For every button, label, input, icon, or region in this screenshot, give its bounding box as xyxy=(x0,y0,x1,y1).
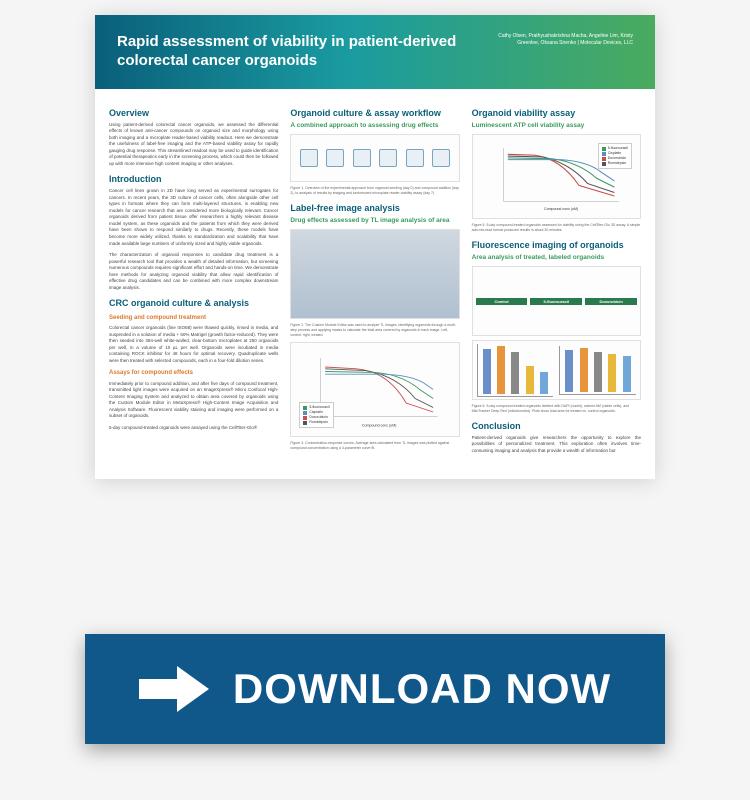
assays-subheading: Assays for compound effects xyxy=(109,369,278,377)
bar-group-left xyxy=(477,344,554,397)
workflow-subheading: A combined approach to assessing drug ef… xyxy=(290,122,459,131)
fig6-caption: Figure 6. 5-day compound-treated organoi… xyxy=(472,404,641,413)
workflow-icon xyxy=(379,149,397,167)
download-label: DOWNLOAD NOW xyxy=(233,665,611,713)
svg-text:Compound conc (uM): Compound conc (uM) xyxy=(544,208,578,212)
bar-group-right xyxy=(559,346,636,395)
bar xyxy=(594,352,602,392)
column-3: Organoid viability assay Luminescent ATP… xyxy=(472,101,641,460)
seeding-text: Colorectal cancer organoids (line ISO68)… xyxy=(109,325,278,364)
software-screenshot xyxy=(290,229,459,319)
conclusion-text: Patient-derived organoids give researche… xyxy=(472,435,641,455)
poster-header: Rapid assessment of viability in patient… xyxy=(95,15,655,89)
bar xyxy=(497,346,505,394)
workflow-icon xyxy=(326,149,344,167)
fig1-caption: Figure 1. Overview of the experimental a… xyxy=(290,186,459,195)
fig5-caption: Figure 5. 5-day compound-treated organoi… xyxy=(472,223,641,232)
viability-chart: Compound conc (uM) 5-fluorouracil Cispla… xyxy=(472,134,641,219)
curve-legend: 5-fluorouracil Cisplatin Doxorubicin Rom… xyxy=(299,402,333,428)
seeding-subheading: Seeding and compound treatment xyxy=(109,314,278,322)
bar xyxy=(580,348,588,392)
bar xyxy=(526,366,534,394)
bar xyxy=(540,372,548,394)
intro-text-1: Cancer cell lines grown in 2D have long … xyxy=(109,188,278,247)
viability-subheading: Luminescent ATP cell viability assay xyxy=(472,122,641,131)
viability-legend: 5-fluorouracil Cisplatin Doxorubicin Rom… xyxy=(598,143,632,169)
labelfree-subheading: Drug effects assessed by TL image analys… xyxy=(290,217,459,226)
overview-text: Using patient-derived colorectal cancer … xyxy=(109,122,278,168)
labelfree-heading: Label-free image analysis xyxy=(290,202,459,214)
bar-charts xyxy=(472,340,641,400)
fluorescence-images: Control 5-fluorouracil Doxorubicin xyxy=(472,266,641,336)
sw-row xyxy=(368,261,382,287)
sw-row xyxy=(372,289,378,315)
crc-heading: CRC organoid culture & analysis xyxy=(109,297,278,309)
download-button[interactable]: DOWNLOAD NOW xyxy=(85,634,665,744)
overview-heading: Overview xyxy=(109,107,278,119)
bar xyxy=(511,352,519,394)
fig3-caption: Figure 3. Concentration-response curves.… xyxy=(290,441,459,450)
bar xyxy=(483,349,491,394)
fluor-subheading: Area analysis of treated, labeled organo… xyxy=(472,254,641,263)
x-axis-label: Compound conc (uM) xyxy=(362,423,397,427)
viability-heading: Organoid viability assay xyxy=(472,107,641,119)
column-1: Overview Using patient-derived colorecta… xyxy=(109,101,278,460)
assays-text-2: 5-day compound-treated organoids were as… xyxy=(109,425,278,432)
organoid-image: Control xyxy=(476,298,528,305)
workflow-heading: Organoid culture & assay workflow xyxy=(290,107,459,119)
bar xyxy=(623,356,631,392)
conclusion-heading: Conclusion xyxy=(472,420,641,432)
poster-document: Rapid assessment of viability in patient… xyxy=(95,15,655,479)
workflow-icon xyxy=(300,149,318,167)
workflow-icon xyxy=(406,149,424,167)
arrow-right-icon xyxy=(139,664,209,714)
poster-title: Rapid assessment of viability in patient… xyxy=(117,33,477,71)
workflow-figure xyxy=(290,134,459,182)
organoid-image: Doxorubicin xyxy=(585,298,637,305)
fluor-heading: Fluorescence imaging of organoids xyxy=(472,239,641,251)
poster-authors: Cathy Olsen, Prathyushakrishna Macha, An… xyxy=(483,33,633,46)
concentration-response-chart: Compound conc (uM) 5-fluorouracil Cispla… xyxy=(290,342,459,437)
poster-body: Overview Using patient-derived colorecta… xyxy=(95,89,655,480)
workflow-icon xyxy=(432,149,450,167)
organoid-image: 5-fluorouracil xyxy=(530,298,582,305)
fig2-caption: Figure 2. The Custom Module Editor was u… xyxy=(290,323,459,337)
intro-heading: Introduction xyxy=(109,173,278,185)
column-2: Organoid culture & assay workflow A comb… xyxy=(290,101,459,460)
assays-text-1: Immediately prior to compound addition, … xyxy=(109,381,278,420)
workflow-icon xyxy=(353,149,371,167)
bar xyxy=(565,350,573,392)
intro-text-2: The characterization of organoid respons… xyxy=(109,252,278,291)
bar xyxy=(608,354,616,392)
